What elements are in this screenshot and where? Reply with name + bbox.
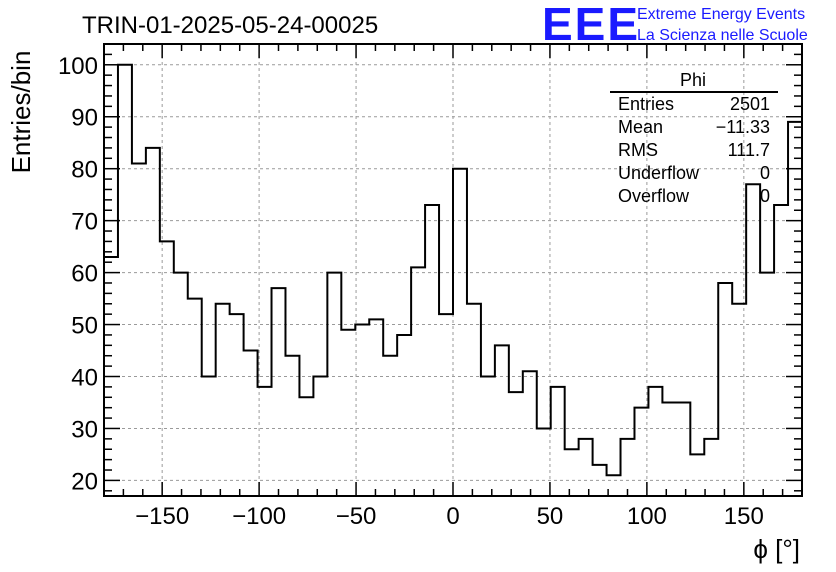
x-axis-title: ϕ [°] bbox=[753, 534, 800, 564]
y-tick-label: 20 bbox=[71, 468, 98, 495]
brand-line-1: Extreme Energy Events bbox=[637, 6, 805, 23]
y-tick-label: 40 bbox=[71, 365, 98, 392]
y-tick-label: 100 bbox=[58, 53, 98, 80]
x-tick-label: 0 bbox=[446, 503, 459, 530]
y-tick-label: 30 bbox=[71, 416, 98, 443]
y-tick-labels: 20 30 40 50 60 70 80 90 100 bbox=[58, 53, 98, 496]
x-tick-label: −150 bbox=[135, 503, 189, 530]
y-tick-label: 50 bbox=[71, 313, 98, 340]
x-tick-label: 50 bbox=[537, 503, 564, 530]
stats-label-mean: Mean bbox=[618, 117, 663, 137]
chart-title: TRIN-01-2025-05-24-00025 bbox=[82, 12, 378, 39]
stats-label-overflow: Overflow bbox=[618, 186, 690, 206]
y-axis-title: Entries/bin bbox=[6, 51, 36, 174]
x-tick-labels: −150 −100 −50 0 50 100 150 bbox=[135, 503, 764, 530]
eee-logo: EEE bbox=[542, 0, 640, 50]
stats-box: Phi Entries 2501 Mean −11.33 RMS 111.7 U… bbox=[610, 70, 778, 206]
stats-value-mean: −11.33 bbox=[716, 117, 770, 137]
y-tick-label: 90 bbox=[71, 105, 98, 132]
brand-line-2: La Scienza nelle Scuole bbox=[637, 27, 808, 44]
stats-value-overflow: 0 bbox=[760, 186, 770, 206]
x-tick-label: 150 bbox=[724, 503, 764, 530]
y-tick-label: 80 bbox=[71, 157, 98, 184]
y-tick-label: 60 bbox=[71, 261, 98, 288]
histogram-line bbox=[103, 63, 803, 496]
stats-label-rms: RMS bbox=[618, 140, 658, 160]
x-tick-label: 100 bbox=[627, 503, 667, 530]
stats-value-underflow: 0 bbox=[760, 163, 770, 183]
x-tick-label: −100 bbox=[232, 503, 286, 530]
stats-value-rms: 111.7 bbox=[728, 140, 770, 160]
stats-label-entries: Entries bbox=[618, 94, 674, 114]
y-tick-label: 70 bbox=[71, 209, 98, 236]
x-tick-label: −50 bbox=[336, 503, 377, 530]
plot-frame bbox=[103, 43, 803, 497]
stats-name: Phi bbox=[680, 70, 706, 90]
stats-label-underflow: Underflow bbox=[618, 163, 700, 183]
stats-value-entries: 2501 bbox=[730, 94, 770, 114]
axis-ticks bbox=[103, 43, 803, 496]
